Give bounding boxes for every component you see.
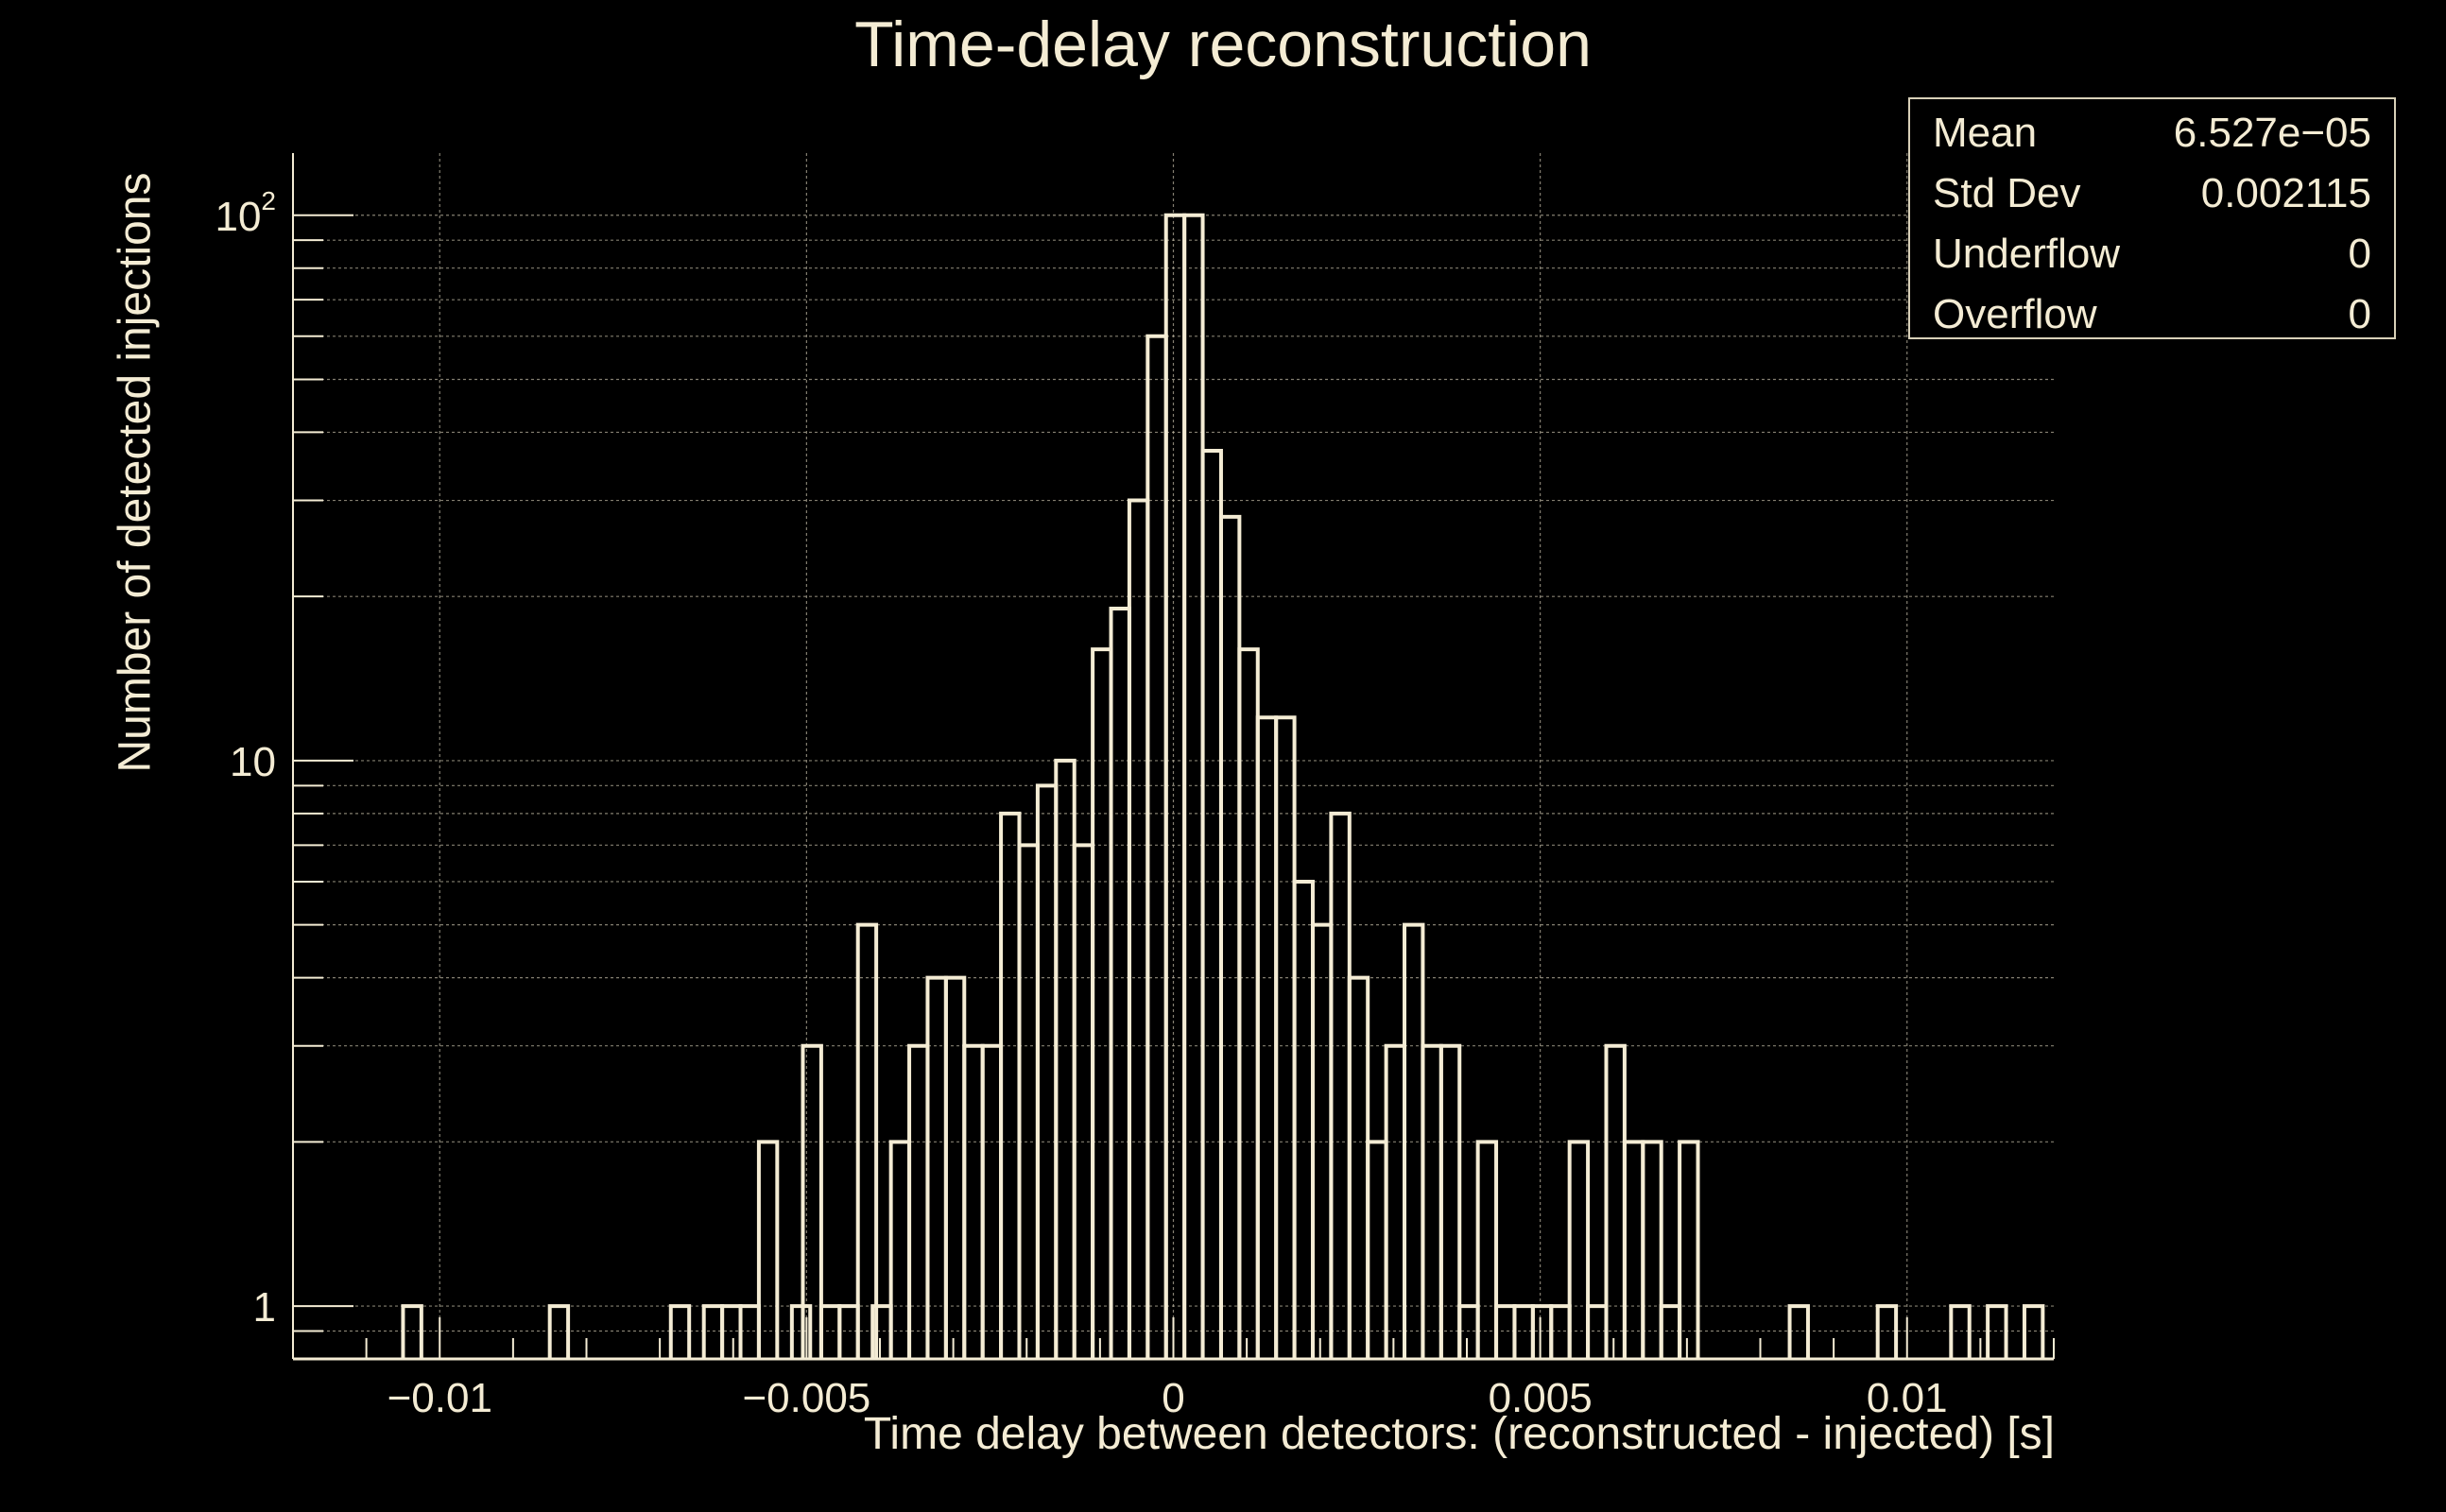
histogram-bin bbox=[738, 1304, 761, 1359]
stats-label: Mean bbox=[1933, 110, 2038, 156]
histogram-bin bbox=[1586, 1304, 1609, 1359]
y-tick-label: 1 bbox=[253, 1284, 276, 1331]
stats-row-std-dev: Std Dev 0.002115 bbox=[1933, 163, 2371, 224]
stats-label: Underflow bbox=[1933, 231, 2121, 277]
histogram-bin bbox=[1530, 1304, 1554, 1359]
histogram-bin bbox=[1072, 843, 1095, 1359]
histogram-bin bbox=[837, 1304, 860, 1359]
stats-value: 0.002115 bbox=[2200, 170, 2371, 216]
histogram-bin bbox=[1438, 1043, 1462, 1359]
histogram-bin bbox=[1787, 1304, 1810, 1359]
histogram-bin bbox=[756, 1140, 780, 1359]
histogram-bin bbox=[1494, 1304, 1517, 1359]
axes bbox=[292, 153, 2055, 1361]
y-axis-label: Number of detected injections bbox=[110, 172, 161, 773]
histogram-bin bbox=[1054, 758, 1077, 1359]
histogram-bin bbox=[1421, 1043, 1443, 1359]
histogram-bin bbox=[1347, 975, 1370, 1359]
histogram-bin bbox=[1255, 715, 1279, 1359]
y-tick-label: 102 bbox=[215, 186, 276, 240]
stats-value: 6.527e−05 bbox=[2173, 110, 2371, 156]
histogram-bins bbox=[401, 213, 2045, 1359]
histogram-bin bbox=[1875, 1304, 1899, 1359]
histogram-bin bbox=[401, 1304, 423, 1359]
histogram-bin bbox=[1622, 1140, 1645, 1359]
histogram-bin bbox=[1475, 1140, 1499, 1359]
histogram-bin bbox=[980, 1043, 1004, 1359]
x-tick-label: −0.01 bbox=[388, 1375, 492, 1421]
histogram-bin bbox=[1017, 843, 1040, 1359]
y-tick-labels: 1 10 102 bbox=[215, 186, 276, 1331]
stats-row-mean: Mean 6.527e−05 bbox=[1933, 103, 2371, 163]
x-tick-labels: −0.01 −0.005 0 0.005 0.01 bbox=[388, 1375, 1948, 1421]
histogram-bin bbox=[547, 1304, 571, 1359]
histogram-bin bbox=[1218, 514, 1242, 1359]
histogram-bin bbox=[907, 1043, 930, 1359]
histogram-bin bbox=[801, 1043, 823, 1359]
histogram-bin bbox=[1237, 647, 1260, 1359]
stats-box: Mean 6.527e−05 Std Dev 0.002115 Underflo… bbox=[1908, 97, 2396, 339]
chart-title: Time-delay reconstruction bbox=[854, 9, 1592, 80]
histogram-bin bbox=[1659, 1304, 1682, 1359]
histogram-bin bbox=[1163, 213, 1187, 1359]
stats-label: Overflow bbox=[1933, 291, 2097, 337]
histogram-bin bbox=[943, 975, 967, 1359]
histogram-bin bbox=[818, 1304, 842, 1359]
grid-lines bbox=[293, 153, 2054, 1360]
histogram-bin bbox=[1949, 1304, 1972, 1359]
histogram-bin bbox=[999, 811, 1022, 1359]
histogram-bin bbox=[1035, 783, 1059, 1359]
histogram-bin bbox=[2022, 1304, 2045, 1359]
histogram-bin bbox=[1091, 647, 1113, 1359]
x-axis-label: Time delay between detectors: (reconstru… bbox=[863, 1409, 2055, 1459]
stats-row-underflow: Underflow 0 bbox=[1933, 224, 2371, 284]
histogram-bin bbox=[1604, 1043, 1627, 1359]
stats-row-overflow: Overflow 0 bbox=[1933, 284, 2371, 345]
histogram-bin bbox=[668, 1304, 692, 1359]
histogram-bin bbox=[1567, 1140, 1591, 1359]
histogram-bin bbox=[1512, 1304, 1535, 1359]
stats-value: 0 bbox=[2348, 231, 2371, 277]
histogram-bin bbox=[1549, 1304, 1572, 1359]
histogram-bin bbox=[962, 1043, 985, 1359]
histogram-bin bbox=[1200, 448, 1223, 1359]
histogram-bin bbox=[855, 922, 879, 1359]
histogram-bin bbox=[1109, 607, 1131, 1359]
x-tick-label: −0.005 bbox=[742, 1375, 870, 1421]
histogram-bin bbox=[888, 1140, 912, 1359]
histogram-bin bbox=[1182, 213, 1205, 1359]
x-tick-label: 0 bbox=[1162, 1375, 1184, 1421]
histogram-bin bbox=[720, 1304, 743, 1359]
histogram-bin bbox=[701, 1304, 725, 1359]
stats-label: Std Dev bbox=[1933, 170, 2081, 216]
histogram-bin bbox=[1986, 1304, 2008, 1359]
histogram-bin bbox=[1127, 498, 1150, 1359]
histogram-bin bbox=[1678, 1140, 1700, 1359]
x-tick-label: 0.005 bbox=[1489, 1375, 1593, 1421]
histogram-bin bbox=[925, 975, 948, 1359]
histogram-bin bbox=[1292, 879, 1315, 1359]
histogram-bin bbox=[1457, 1304, 1480, 1359]
histogram-bin bbox=[1366, 1140, 1388, 1359]
y-tick-label: 10 bbox=[230, 739, 276, 785]
x-tick-label: 0.01 bbox=[1867, 1375, 1948, 1421]
histogram-bin bbox=[1384, 1043, 1407, 1359]
histogram-bin bbox=[1329, 811, 1352, 1359]
histogram-bin bbox=[1145, 334, 1168, 1359]
histogram-bin bbox=[1641, 1140, 1663, 1359]
stats-value: 0 bbox=[2348, 291, 2371, 337]
